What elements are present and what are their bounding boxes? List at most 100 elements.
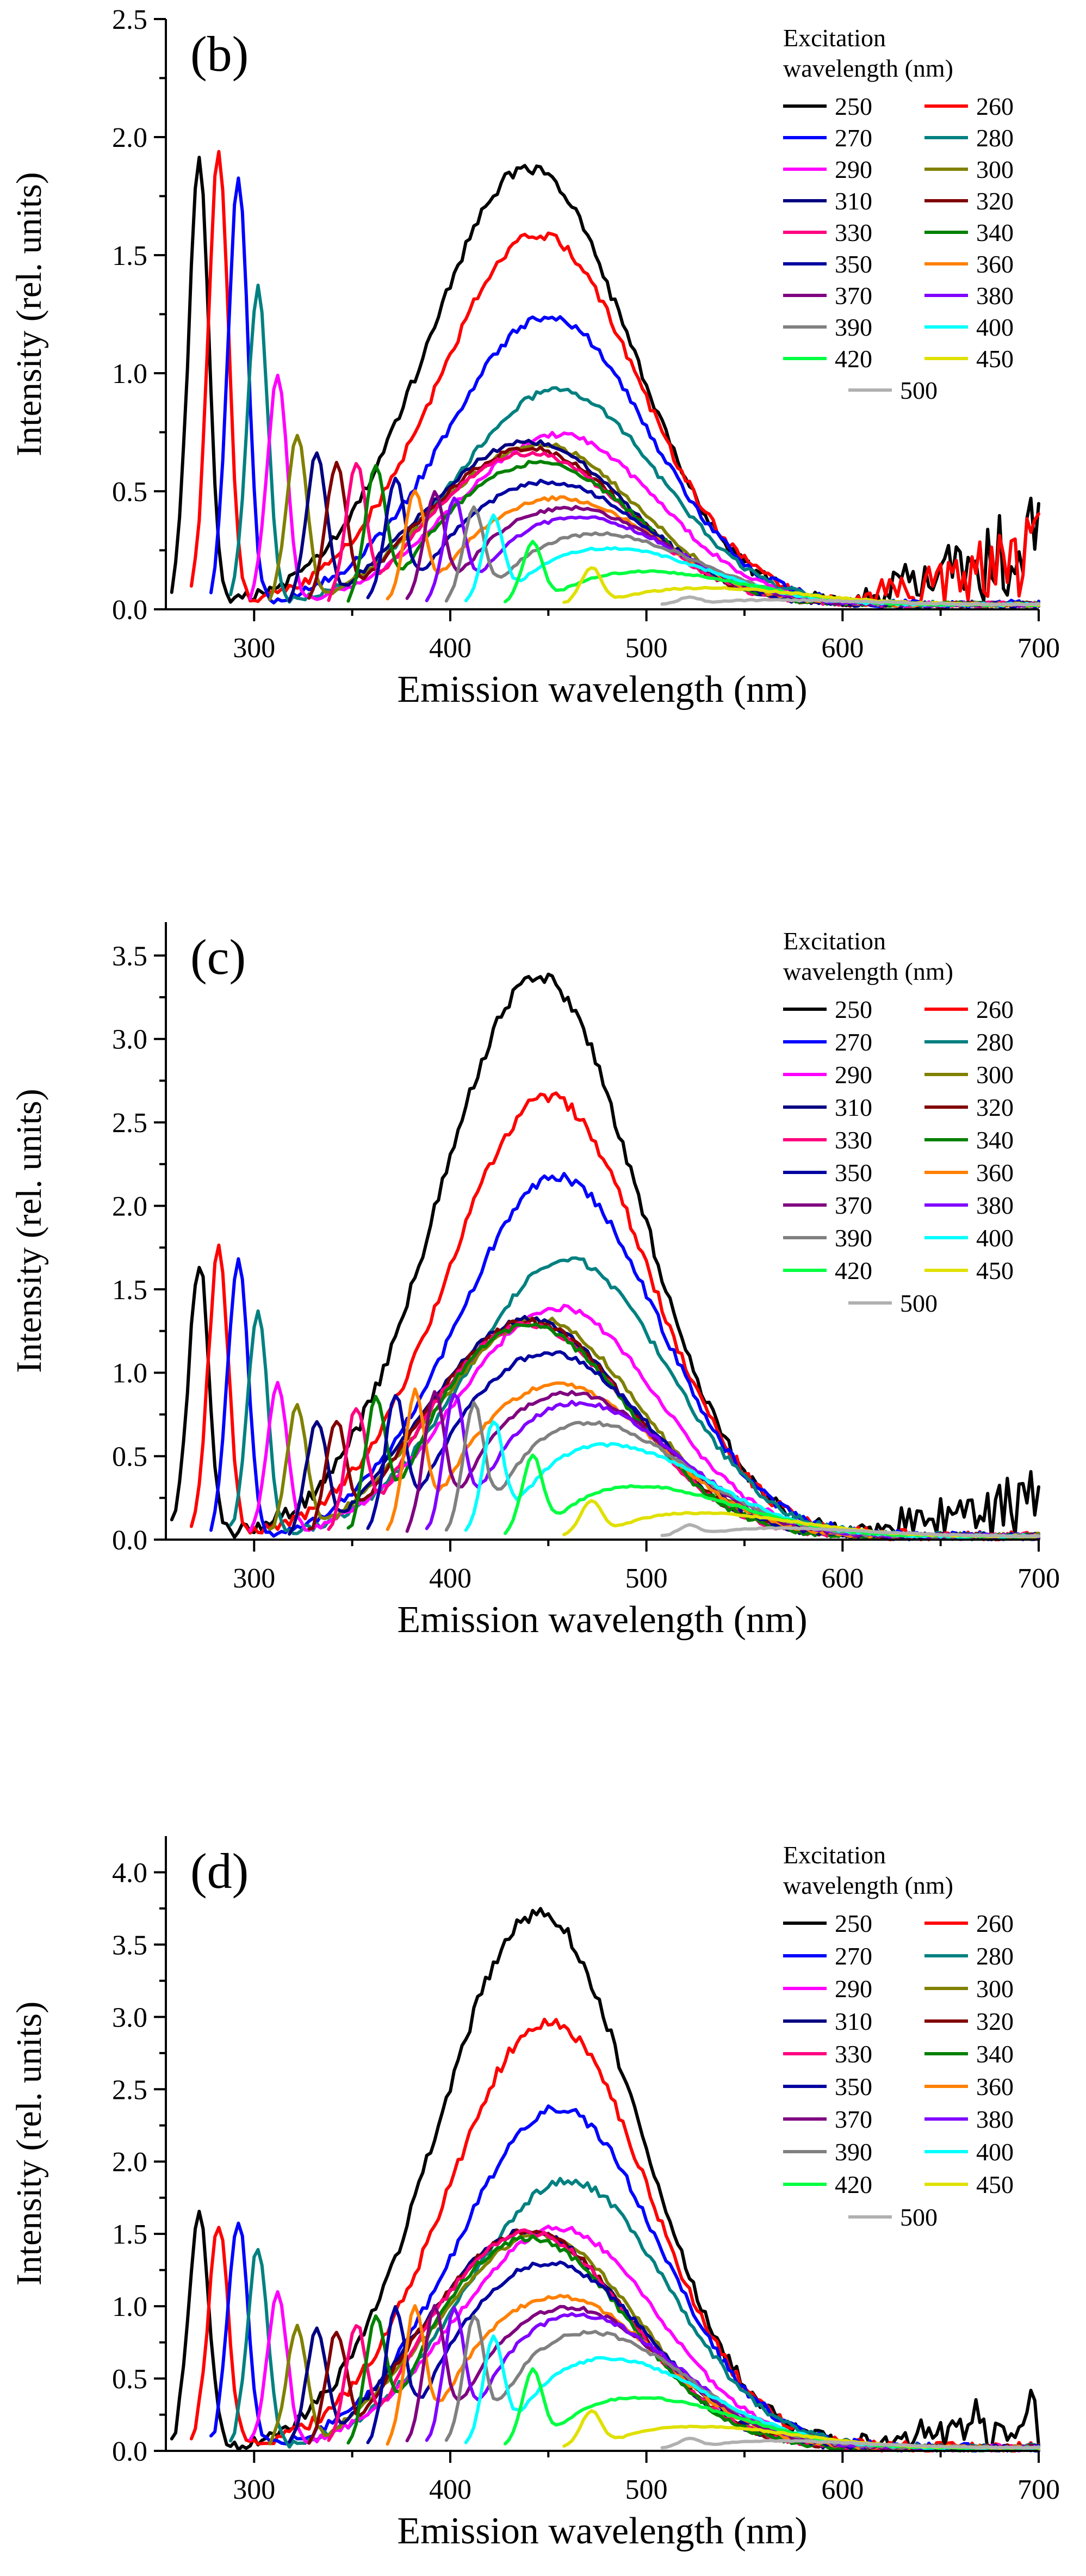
series-line-500 (660, 1523, 1040, 1539)
x-tick-label: 700 (1017, 2474, 1060, 2505)
legend-label-300: 300 (976, 156, 1014, 183)
panel-label: (b) (190, 26, 249, 82)
x-tick-label: 400 (429, 633, 471, 664)
x-tick-label: 500 (625, 2474, 668, 2505)
series-line-310 (288, 2228, 1040, 2453)
legend-label-250: 250 (835, 92, 872, 120)
legend-label-420: 420 (835, 345, 872, 373)
panel-label: (d) (190, 1843, 249, 1899)
series-line-350 (366, 2260, 1040, 2453)
series-line-250 (170, 156, 1040, 610)
y-tick-label: 2.5 (112, 2074, 147, 2105)
legend-label-290: 290 (835, 1975, 872, 2003)
series-group (170, 1907, 1040, 2453)
y-tick-label: 1.5 (112, 1275, 147, 1306)
legend-label-310: 310 (835, 1094, 872, 1121)
y-tick-label: 0.0 (112, 2436, 147, 2467)
legend-label-280: 280 (976, 1028, 1014, 1056)
y-tick-label: 0.0 (112, 595, 147, 626)
legend-label-370: 370 (835, 1191, 872, 1219)
legend-label-400: 400 (976, 313, 1014, 341)
legend-label-340: 340 (976, 1126, 1014, 1154)
legend-label-270: 270 (835, 1028, 872, 1056)
legend-label-320: 320 (976, 187, 1014, 215)
x-tick-label: 300 (233, 633, 275, 664)
y-tick-label: 0.0 (112, 1525, 147, 1556)
legend-title: wavelength (nm) (783, 957, 953, 985)
legend-label-340: 340 (976, 219, 1014, 246)
legend-title: wavelength (nm) (783, 54, 953, 82)
legend-label-290: 290 (835, 1061, 872, 1089)
legend-label-390: 390 (835, 313, 872, 341)
x-tick-label: 600 (821, 2474, 864, 2505)
legend-title: Excitation (783, 1841, 886, 1869)
chart-panel-b: 300 400 500 600 700 0.0 0.5 1.0 1.5 2.0 2.5 Emissio… (9, 4, 1060, 711)
legend-label-400: 400 (976, 2138, 1014, 2166)
x-tick-label: 400 (429, 2474, 471, 2505)
y-axis-label: Intensity (rel. units) (9, 2002, 49, 2285)
x-ticks: 300 400 500 600 700 (233, 609, 1060, 664)
y-tick-label: 1.5 (112, 2219, 147, 2250)
y-tick-label: 1.0 (112, 2291, 147, 2322)
x-axis-label: Emission wavelength (nm) (397, 669, 807, 711)
y-tick-label: 1.5 (112, 240, 147, 271)
y-tick-label: 2.5 (112, 1108, 147, 1139)
x-axis-label: Emission wavelength (nm) (397, 2510, 807, 2552)
y-tick-label: 1.0 (112, 1358, 147, 1389)
y-ticks: 0.0 0.5 1.0 1.5 2.0 2.5 3.0 3.5 (112, 941, 166, 1556)
legend-label-270: 270 (835, 1942, 872, 1970)
chart-panel-c: 300 400 500 600 700 0.0 0.5 1.0 1.5 2.0 2.5 3.0 3.5 E… (9, 922, 1060, 1641)
legend-label-500: 500 (900, 1289, 938, 1317)
y-tick-label: 0.5 (112, 1442, 147, 1473)
legend-label-330: 330 (835, 2040, 872, 2068)
legend-label-330: 330 (835, 219, 872, 246)
legend-label-450: 450 (976, 345, 1014, 373)
legend-label-310: 310 (835, 2007, 872, 2035)
y-tick-label: 2.0 (112, 122, 147, 153)
legend-label-380: 380 (976, 2105, 1014, 2133)
legend-label-380: 380 (976, 1191, 1014, 1219)
legend-title: Excitation (783, 927, 886, 955)
legend-label-390: 390 (835, 1224, 872, 1252)
x-tick-label: 600 (821, 1563, 864, 1594)
x-tick-label: 500 (625, 633, 668, 664)
y-tick-label: 3.5 (112, 941, 147, 972)
legend-label-340: 340 (976, 2040, 1014, 2068)
x-tick-label: 600 (821, 633, 864, 664)
legend-label-370: 370 (835, 2105, 872, 2133)
y-tick-label: 4.0 (112, 1857, 147, 1888)
series-line-260 (189, 2017, 1040, 2453)
legend-label-360: 360 (976, 2073, 1014, 2101)
legend-label-360: 360 (976, 1159, 1014, 1187)
x-tick-label: 500 (625, 1563, 668, 1594)
legend-label-350: 350 (835, 250, 872, 278)
legend-label-330: 330 (835, 1126, 872, 1154)
legend-label-370: 370 (835, 282, 872, 310)
legend-label-300: 300 (976, 1061, 1014, 1089)
legend-label-380: 380 (976, 282, 1014, 310)
series-group (170, 972, 1040, 1541)
series-group (170, 150, 1040, 610)
y-tick-label: 3.5 (112, 1930, 147, 1961)
legend-label-350: 350 (835, 2073, 872, 2101)
x-tick-label: 400 (429, 1563, 471, 1594)
x-ticks: 300 400 500 600 700 (233, 2451, 1060, 2505)
series-line-310 (288, 438, 1040, 609)
y-tick-label: 0.5 (112, 477, 147, 508)
legend-label-400: 400 (976, 1224, 1014, 1252)
legend-title: Excitation (783, 24, 886, 52)
y-tick-label: 3.0 (112, 1024, 147, 1055)
legend-label-500: 500 (900, 2203, 938, 2231)
legend-label-270: 270 (835, 124, 872, 152)
legend-label-360: 360 (976, 250, 1014, 278)
series-line-500 (660, 595, 1040, 607)
legend-label-250: 250 (835, 996, 872, 1023)
y-tick-label: 3.0 (112, 2002, 147, 2033)
series-line-250 (170, 1907, 1040, 2452)
y-axis-label: Intensity (rel. units) (9, 172, 49, 456)
legend-label-450: 450 (976, 2171, 1014, 2198)
legend-label-290: 290 (835, 156, 872, 183)
